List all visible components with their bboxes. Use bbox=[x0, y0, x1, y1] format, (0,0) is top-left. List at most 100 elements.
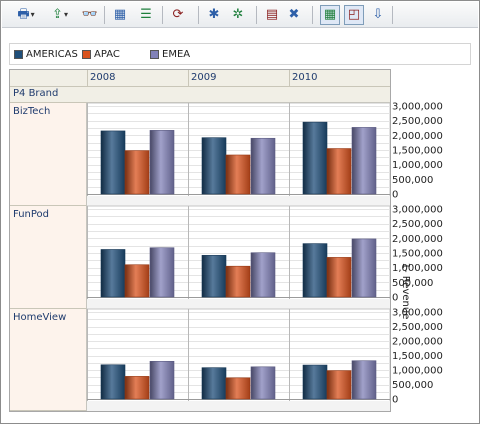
print-icon: 🖶 bbox=[17, 7, 30, 22]
y-tick-label: 1,500,000 bbox=[392, 146, 443, 157]
bar-apac bbox=[326, 370, 352, 400]
bar-americas bbox=[201, 255, 227, 298]
legend-swatch bbox=[82, 50, 91, 59]
bar-americas bbox=[100, 130, 126, 195]
column-header-year[interactable]: 2008 bbox=[87, 70, 188, 86]
bar-emea bbox=[351, 238, 377, 298]
toolbar-separator bbox=[312, 6, 313, 24]
bar-emea bbox=[351, 127, 377, 195]
bar-americas bbox=[201, 367, 227, 400]
bar-americas bbox=[100, 249, 126, 298]
y-tick-label: 1,000,000 bbox=[392, 263, 443, 274]
refresh-button[interactable]: ⟳ bbox=[168, 5, 188, 25]
bar-americas bbox=[100, 364, 126, 400]
legend-item[interactable]: APAC bbox=[82, 48, 120, 61]
sort-button[interactable]: ⇩ bbox=[368, 5, 388, 25]
insert-row-icon: ▦ bbox=[113, 7, 127, 22]
legend-item[interactable]: EMEA bbox=[150, 48, 190, 61]
y-tick-label: 2,500,000 bbox=[392, 116, 443, 127]
delete-sum-icon: ✖ bbox=[288, 7, 300, 22]
y-tick-label: 1,500,000 bbox=[392, 351, 443, 362]
bar-apac bbox=[225, 154, 251, 195]
toolbar-separator bbox=[198, 6, 199, 24]
sort-icon: ⇩ bbox=[372, 7, 384, 22]
legend-swatch bbox=[150, 50, 159, 59]
y-axis-title: 1- Revenue bbox=[400, 262, 411, 320]
toolbar-separator bbox=[104, 6, 105, 24]
bar-apac bbox=[326, 148, 352, 195]
bar-apac bbox=[124, 376, 150, 400]
table-view-button[interactable]: ▦ bbox=[320, 5, 340, 25]
y-tick-label: 2,000,000 bbox=[392, 234, 443, 245]
print-button[interactable]: 🖶 bbox=[12, 5, 40, 25]
row-label-cell: HomeView bbox=[9, 309, 87, 411]
y-tick-label: 1,000,000 bbox=[392, 160, 443, 171]
panel-footer-strip bbox=[87, 401, 390, 411]
y-tick-label: 2,500,000 bbox=[392, 322, 443, 333]
panel-footer-strip bbox=[87, 299, 390, 309]
pivot-frame bbox=[9, 69, 391, 412]
bar-americas bbox=[302, 121, 328, 195]
binoculars-button[interactable]: 👓 bbox=[80, 5, 100, 25]
add-star-button[interactable]: ✲ bbox=[228, 5, 248, 25]
delete-sum-button[interactable]: ✖ bbox=[284, 5, 304, 25]
row-label[interactable]: BizTech bbox=[13, 106, 51, 117]
toolbar: 🖶 ⇪ 👓 ▦ ☰ ⟳ ✱ ✲ ▤ ✖ ▦ ◰ ⇩ bbox=[2, 2, 478, 28]
panel-footer-strip bbox=[87, 196, 390, 206]
legend-label: EMEA bbox=[162, 49, 191, 60]
y-tick-label: 2,500,000 bbox=[392, 219, 443, 230]
bar-apac bbox=[225, 377, 251, 400]
y-tick-label: 500,000 bbox=[392, 175, 433, 186]
bar-emea bbox=[250, 252, 276, 298]
y-tick-label: 2,000,000 bbox=[392, 131, 443, 142]
bar-americas bbox=[302, 364, 328, 400]
calculator-icon: ▤ bbox=[265, 7, 279, 22]
y-tick-label: 0 bbox=[392, 395, 398, 406]
bar-emea bbox=[149, 360, 175, 400]
y-tick-label: 0 bbox=[392, 293, 398, 304]
new-star-icon: ✱ bbox=[208, 7, 220, 22]
format-icon: ☰ bbox=[140, 7, 152, 22]
bar-emea bbox=[149, 130, 175, 195]
export-icon: ⇪ bbox=[52, 7, 63, 22]
bar-emea bbox=[250, 137, 276, 195]
y-tick-label: 500,000 bbox=[392, 380, 433, 391]
bar-emea bbox=[250, 366, 276, 400]
calculator-button[interactable]: ▤ bbox=[262, 5, 282, 25]
insert-row-button[interactable]: ▦ bbox=[110, 5, 130, 25]
bar-apac bbox=[225, 265, 251, 298]
toolbar-separator bbox=[392, 6, 393, 24]
bar-apac bbox=[124, 264, 150, 298]
graph-view-button[interactable]: ◰ bbox=[344, 5, 364, 25]
export-button[interactable]: ⇪ bbox=[46, 5, 74, 25]
y-tick-label: 3,000,000 bbox=[392, 205, 443, 216]
add-star-icon: ✲ bbox=[232, 7, 244, 22]
bar-americas bbox=[201, 137, 227, 195]
format-button[interactable]: ☰ bbox=[136, 5, 156, 25]
toolbar-separator bbox=[256, 6, 257, 24]
bar-emea bbox=[351, 360, 377, 400]
table-view-icon: ▦ bbox=[323, 7, 337, 22]
row-label-cell: FunPod bbox=[9, 206, 87, 309]
y-tick-label: 3,000,000 bbox=[392, 308, 443, 319]
legend-label: AMERICAS bbox=[26, 49, 78, 60]
graph-view-icon: ◰ bbox=[347, 7, 361, 22]
y-tick-label: 0 bbox=[392, 190, 398, 201]
new-star-button[interactable]: ✱ bbox=[204, 5, 224, 25]
legend-label: APAC bbox=[94, 49, 120, 60]
bar-americas bbox=[302, 243, 328, 298]
y-tick-label: 1,500,000 bbox=[392, 249, 443, 260]
binoculars-icon: 👓 bbox=[81, 7, 99, 22]
bar-apac bbox=[326, 257, 352, 298]
column-header-year[interactable]: 2009 bbox=[188, 70, 289, 86]
row-label[interactable]: FunPod bbox=[13, 209, 50, 220]
legend-item[interactable]: AMERICAS bbox=[14, 48, 78, 61]
toolbar-separator bbox=[162, 6, 163, 24]
y-tick-label: 2,000,000 bbox=[392, 337, 443, 348]
row-label[interactable]: HomeView bbox=[13, 312, 67, 323]
column-header-year[interactable]: 2010 bbox=[289, 70, 390, 86]
y-tick-label: 3,000,000 bbox=[392, 102, 443, 113]
legend-swatch bbox=[14, 50, 23, 59]
